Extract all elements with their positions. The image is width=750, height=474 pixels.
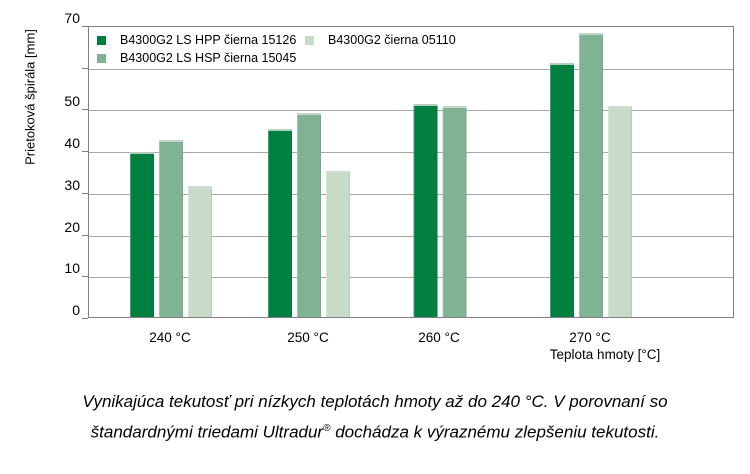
- legend-label: B4300G2 LS HSP čierna 15045: [120, 51, 297, 65]
- plot-area: B4300G2 LS HPP čierna 15126 B4300G2 LS HS…: [88, 26, 734, 318]
- gridline-40: [89, 152, 733, 154]
- gridline-30: [89, 193, 733, 195]
- bar-series3-240°C: [188, 185, 212, 317]
- legend-swatch-icon: [305, 35, 314, 45]
- y-tick-label-50: 50: [64, 93, 80, 110]
- figure-caption: Vynikajúca tekutosť pri nízkych teplotác…: [0, 388, 750, 446]
- bar-series2-240°C: [159, 139, 183, 317]
- y-tick-label-20: 20: [64, 218, 80, 235]
- bar-series3-270°C: [608, 106, 632, 317]
- legend: B4300G2 LS HPP čierna 15126 B4300G2 LS HS…: [89, 27, 733, 73]
- x-tick-label-250°C: 250 °C: [287, 330, 329, 345]
- bar-series3-250°C: [326, 171, 350, 317]
- y-tick-50: [82, 109, 88, 111]
- y-tick-30: [82, 192, 88, 194]
- y-tick-label-40: 40: [64, 135, 80, 152]
- y-tick-10: [82, 276, 88, 278]
- y-tick-0: [82, 318, 88, 319]
- bar-series2-250°C: [297, 112, 321, 317]
- x-tick-label-240°C: 240 °C: [149, 330, 191, 345]
- legend-swatch-icon: [97, 35, 106, 45]
- x-tick-label-260°C: 260 °C: [418, 330, 460, 345]
- y-tick-20: [82, 234, 88, 236]
- y-tick-label-70: 70: [64, 10, 80, 26]
- legend-item-1: B4300G2 LS HPP čierna 15126: [97, 32, 296, 48]
- gridline-10: [89, 277, 733, 279]
- bar-series2-270°C: [579, 33, 603, 317]
- gridline-20: [89, 235, 733, 237]
- legend-label: B4300G2 LS HPP čierna 15126: [120, 33, 297, 47]
- bar-group-250°C: [268, 112, 350, 317]
- y-tick-70: [82, 26, 88, 27]
- bar-group-260°C: [413, 104, 467, 317]
- caption-line-2-text-cont: dochádza k výraznému zlepšeniu tekutosti…: [330, 422, 660, 442]
- y-tick-label-30: 30: [64, 176, 80, 193]
- x-axis-title: Teplota hmoty [°C]: [549, 347, 661, 362]
- caption-line-1: Vynikajúca tekutosť pri nízkych teplotác…: [82, 392, 668, 411]
- x-tick-label-270°C: 270 °C: [569, 330, 611, 345]
- gridline-60: [89, 68, 733, 70]
- bar-series1-260°C: [413, 104, 438, 317]
- caption-line-2-text: štandardnými triedami Ultradur: [90, 422, 324, 442]
- bar-group-270°C: [550, 33, 632, 317]
- flow-spiral-bar-chart: Prietoková špirála [mm] 0 10 20 30 40 50 70 B4…: [23, 10, 734, 362]
- legend-label: B4300G2 čierna 05110: [328, 33, 456, 47]
- y-tick-60: [82, 67, 88, 69]
- legend-item-3: B4300G2 čierna 05110: [305, 32, 456, 48]
- bar-series1-250°C: [268, 129, 292, 317]
- registered-trademark-symbol: ®: [323, 423, 331, 434]
- bar-series1-270°C: [550, 62, 574, 317]
- caption-line-2: štandardnými triedami Ultradur® dochádza…: [0, 415, 750, 446]
- y-tick-label-0: 0: [72, 302, 80, 318]
- legend-swatch-icon: [97, 53, 106, 63]
- gridline-50: [89, 110, 733, 112]
- y-tick-40: [82, 151, 88, 153]
- bar-group-240°C: [130, 139, 212, 317]
- y-tick-label-10: 10: [64, 260, 80, 277]
- bar-series2-260°C: [442, 106, 467, 317]
- bar-series1-240°C: [130, 152, 154, 317]
- legend-item-2: B4300G2 LS HSP čierna 15045: [97, 50, 296, 66]
